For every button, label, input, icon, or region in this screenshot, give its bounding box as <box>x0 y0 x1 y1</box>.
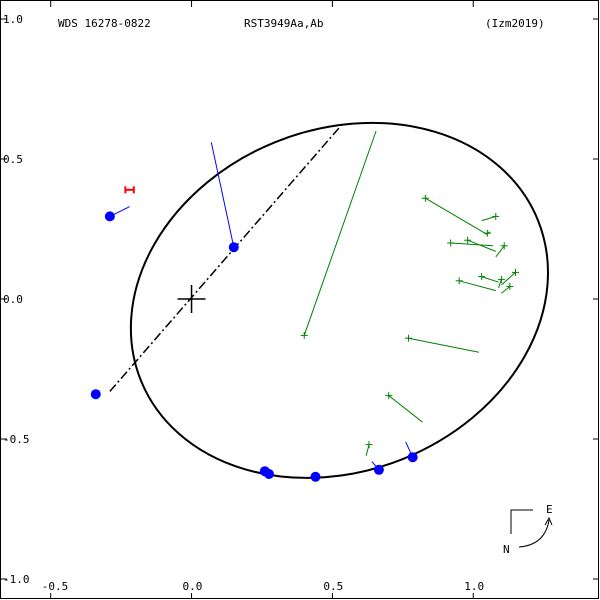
residual-line <box>210 142 235 248</box>
residual-lines-layer <box>109 130 516 471</box>
measurement-point-plus <box>365 441 373 449</box>
first-measurement-mark <box>124 186 135 194</box>
y-tick-label: 0.0 <box>3 293 23 306</box>
header-center: RST3949Aa,Ab <box>244 17 323 30</box>
y-tick-label: 1.0 <box>3 13 23 26</box>
origin-layer <box>177 285 206 313</box>
measurement-point-plus <box>478 273 486 281</box>
measurement-point-plus <box>404 334 412 342</box>
residual-line <box>450 242 493 247</box>
data-marks-layer <box>90 186 519 482</box>
compass-arrowhead <box>544 516 553 526</box>
measurement-point-circle <box>310 471 321 482</box>
residual-line <box>459 280 496 292</box>
y-tick-label: -0.5 <box>3 433 30 446</box>
measurement-point-circle <box>104 211 115 222</box>
compass-rose: N E <box>503 503 553 556</box>
measurement-point-plus <box>511 268 519 276</box>
header-right: (Izm2019) <box>485 17 545 30</box>
measurement-point-circle <box>407 452 418 463</box>
residual-line <box>481 276 499 283</box>
residual-line <box>303 130 377 336</box>
compass-east-label: E <box>546 503 553 516</box>
measurement-point-circle <box>264 469 275 479</box>
measurement-point-circle <box>373 464 384 475</box>
measurement-point-plus <box>447 239 455 247</box>
compass-north-label: N <box>503 543 510 556</box>
residual-line <box>388 395 423 423</box>
measurement-point-plus <box>455 277 463 285</box>
measurement-point-plus <box>483 229 491 237</box>
y-tick-label: 0.5 <box>3 153 23 166</box>
x-tick-label: -0.5 <box>42 580 69 593</box>
header-left: WDS 16278-0822 <box>58 17 151 30</box>
measurement-point-plus <box>385 392 393 400</box>
residual-line <box>408 337 479 353</box>
compass-axes <box>510 509 533 534</box>
orbit-ellipse <box>129 121 549 479</box>
x-tick-label: 0.5 <box>323 580 343 593</box>
x-tick-label: 1.0 <box>464 580 484 593</box>
measurement-point-plus <box>497 275 505 283</box>
measurement-point-plus <box>500 242 508 250</box>
residual-line <box>467 239 496 252</box>
residual-line <box>501 286 511 294</box>
measurement-point-plus <box>464 236 472 244</box>
measurement-point-circle <box>90 389 101 400</box>
residual-line <box>501 272 516 286</box>
measurement-point-circle <box>228 242 239 253</box>
residual-line <box>495 245 505 258</box>
residual-line <box>425 197 488 236</box>
measurement-point-plus <box>421 194 429 202</box>
measurement-point-plus <box>492 212 500 220</box>
y-tick-label: -1.0 <box>3 573 30 586</box>
x-tick-label: 0.0 <box>183 580 203 593</box>
line-of-nodes <box>109 122 345 392</box>
compass-arrow <box>518 519 550 548</box>
measurement-point-plus <box>506 282 514 290</box>
orbit-ellipse-layer <box>129 121 549 479</box>
residual-line <box>481 215 496 222</box>
measurement-point-plus <box>300 331 308 339</box>
line-of-nodes-layer <box>109 122 345 392</box>
